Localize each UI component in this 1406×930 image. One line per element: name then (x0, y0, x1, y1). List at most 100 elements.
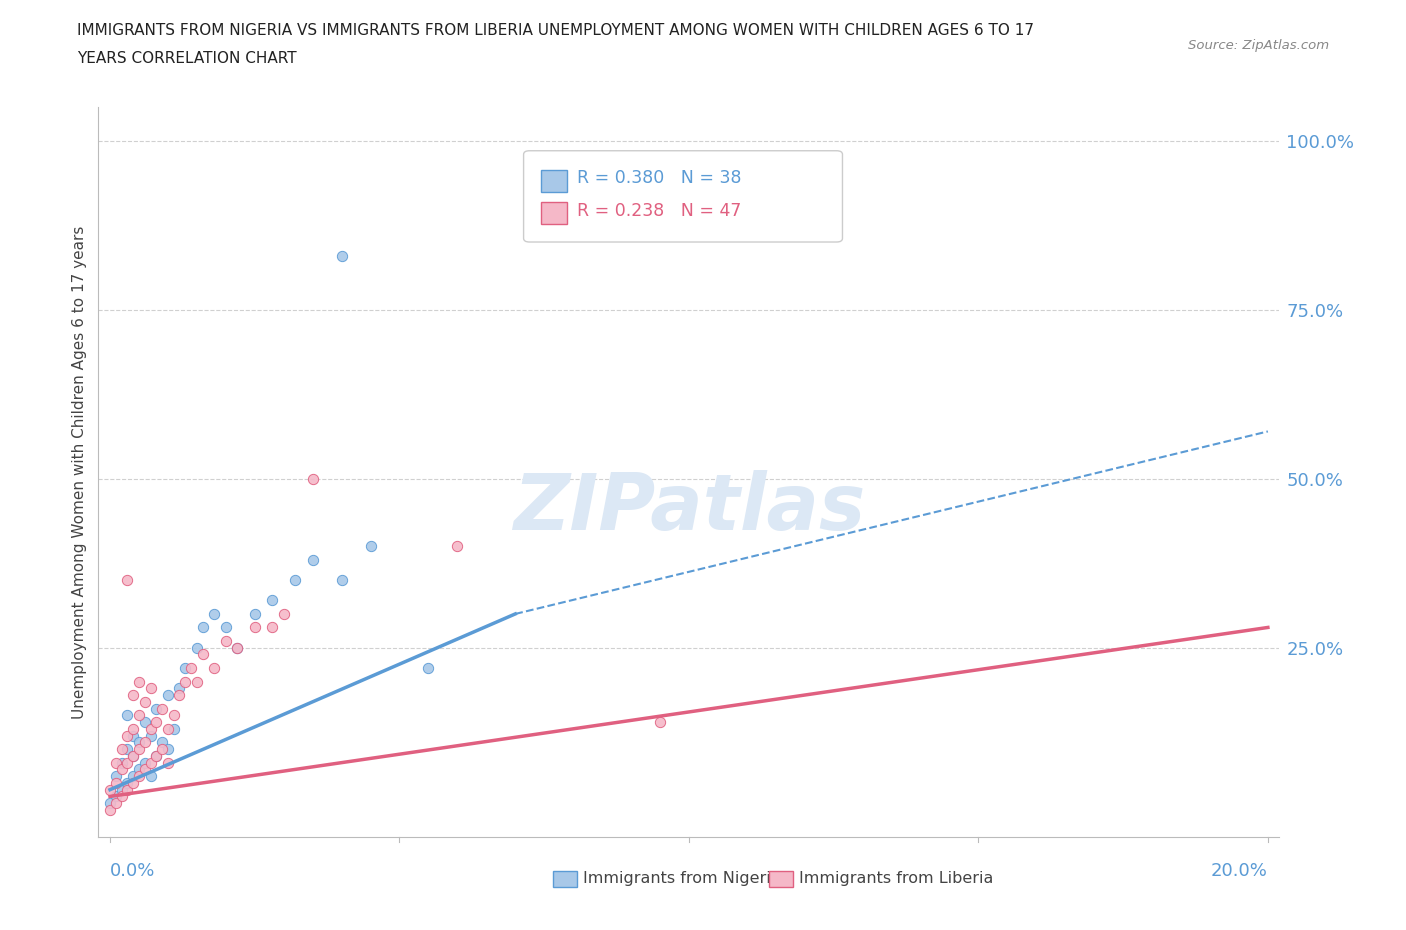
Point (128, 742, 150, 757)
Text: YEARS CORRELATION CHART: YEARS CORRELATION CHART (77, 51, 297, 66)
Point (156, 742, 179, 757)
Point (202, 606, 225, 621)
Point (330, 573, 353, 588)
Point (139, 722, 162, 737)
Point (128, 708, 150, 723)
Bar (541, 202, 567, 224)
Point (301, 552, 323, 567)
Point (98, 782, 121, 797)
Point (360, 538, 382, 553)
Point (150, 701, 173, 716)
Point (145, 749, 167, 764)
Point (139, 681, 162, 696)
Point (186, 674, 208, 689)
Point (122, 687, 145, 702)
FancyBboxPatch shape (523, 151, 842, 242)
Point (215, 620, 238, 635)
Point (180, 660, 202, 675)
Point (215, 633, 238, 648)
Point (284, 573, 307, 588)
Point (104, 769, 127, 784)
Point (145, 714, 167, 729)
Point (648, 714, 671, 729)
Point (169, 687, 191, 702)
Point (134, 735, 156, 750)
Point (139, 755, 162, 770)
Point (110, 782, 132, 797)
Point (330, 248, 353, 263)
Point (150, 735, 173, 750)
Point (191, 620, 214, 635)
Point (174, 674, 197, 689)
Point (117, 755, 139, 770)
Y-axis label: Unemployment Among Women with Children Ages 6 to 17 years: Unemployment Among Women with Children A… (72, 225, 87, 719)
Point (128, 769, 150, 784)
Point (110, 755, 132, 770)
Point (104, 776, 127, 790)
Point (110, 762, 132, 777)
Point (156, 687, 179, 702)
Point (128, 735, 150, 750)
Point (117, 776, 139, 790)
Text: Source: ZipAtlas.com: Source: ZipAtlas.com (1188, 39, 1329, 52)
Point (262, 593, 284, 608)
Point (446, 538, 468, 553)
Point (122, 769, 145, 784)
Point (150, 742, 173, 757)
Point (202, 660, 225, 675)
Point (122, 728, 145, 743)
Point (98, 803, 121, 817)
Point (104, 755, 127, 770)
Point (110, 742, 132, 757)
Text: 0.0%: 0.0% (110, 862, 156, 880)
Bar (769, 870, 793, 886)
Point (134, 695, 156, 710)
Point (122, 776, 145, 790)
Text: IMMIGRANTS FROM NIGERIA VS IMMIGRANTS FROM LIBERIA UNEMPLOYMENT AMONG WOMEN WITH: IMMIGRANTS FROM NIGERIA VS IMMIGRANTS FR… (77, 23, 1035, 38)
Point (110, 789, 132, 804)
Point (418, 660, 440, 675)
Text: R = 0.238   N = 47: R = 0.238 N = 47 (576, 202, 741, 219)
Text: R = 0.380   N = 38: R = 0.380 N = 38 (576, 168, 741, 187)
Point (243, 620, 266, 635)
Point (156, 755, 179, 770)
Point (122, 749, 145, 764)
Point (301, 472, 323, 486)
Point (128, 762, 150, 777)
Point (191, 647, 214, 662)
Text: Immigrants from Liberia: Immigrants from Liberia (799, 871, 993, 886)
Point (226, 640, 249, 655)
Point (163, 722, 186, 737)
Point (139, 728, 162, 743)
Point (117, 573, 139, 588)
Point (134, 762, 156, 777)
Point (104, 796, 127, 811)
Point (139, 769, 162, 784)
Text: Immigrants from Nigeria: Immigrants from Nigeria (582, 871, 780, 886)
Point (145, 749, 167, 764)
Point (122, 722, 145, 737)
Point (134, 755, 156, 770)
Point (104, 789, 127, 804)
Point (98, 796, 121, 811)
Text: 20.0%: 20.0% (1211, 862, 1268, 880)
Point (226, 640, 249, 655)
Point (174, 660, 197, 675)
Point (156, 722, 179, 737)
Point (243, 606, 266, 621)
Point (262, 620, 284, 635)
Point (145, 701, 167, 716)
Point (186, 640, 208, 655)
Bar (553, 870, 576, 886)
Bar (541, 170, 567, 192)
Point (169, 681, 191, 696)
Point (163, 708, 186, 723)
Point (128, 674, 150, 689)
Text: ZIPatlas: ZIPatlas (513, 471, 865, 547)
Point (117, 782, 139, 797)
Point (117, 708, 139, 723)
Point (117, 742, 139, 757)
Point (273, 606, 295, 621)
Point (117, 728, 139, 743)
Point (122, 749, 145, 764)
